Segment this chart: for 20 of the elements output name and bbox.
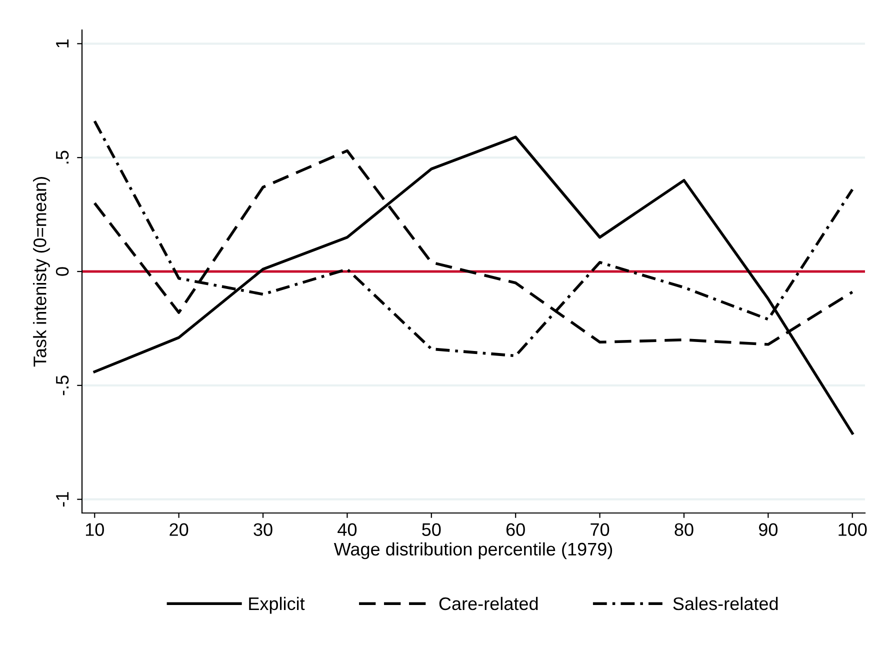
x-tick-label: 20: [170, 523, 188, 536]
y-tick-label: -.5: [56, 376, 69, 396]
x-tick-label: 40: [338, 523, 357, 536]
legend-label: Explicit: [249, 596, 305, 614]
y-tick-label: 1: [56, 40, 69, 48]
legend-label: Care-related: [439, 596, 538, 610]
x-axis-title: Wage distribution percentile (1979): [334, 542, 612, 560]
y-tick-label: -1: [56, 492, 69, 507]
y-tick-label: .5: [56, 150, 69, 164]
legend-label: Sales-related: [673, 596, 778, 610]
x-tick-label: 90: [758, 523, 778, 536]
x-tick-label: 50: [422, 523, 441, 536]
x-tick-label: 80: [674, 523, 694, 536]
x-tick-label: 60: [506, 523, 525, 536]
x-tick-label: 10: [86, 523, 104, 536]
x-tick-label: 100: [838, 523, 867, 536]
x-tick-label: 30: [254, 523, 272, 536]
y-tick-label: 0: [56, 267, 69, 276]
y-axis-title: Task intenisty (0=mean): [33, 177, 50, 367]
x-tick-label: 70: [590, 523, 610, 536]
